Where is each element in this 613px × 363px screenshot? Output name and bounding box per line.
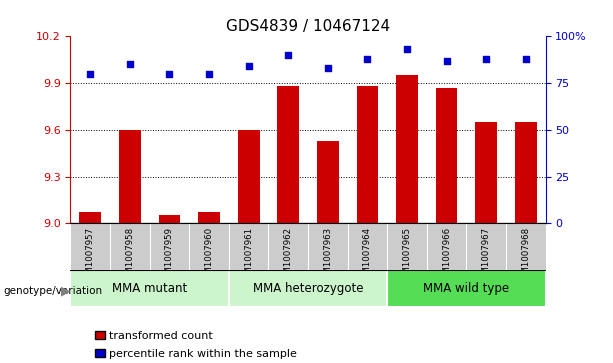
Text: GSM1007964: GSM1007964 — [363, 227, 372, 285]
Text: percentile rank within the sample: percentile rank within the sample — [109, 349, 296, 359]
Point — [283, 52, 293, 58]
Bar — [80, 212, 101, 223]
Text: GSM1007966: GSM1007966 — [442, 227, 451, 285]
Text: MMA heterozygote: MMA heterozygote — [253, 282, 364, 295]
Bar — [70, 270, 229, 307]
Point — [204, 71, 214, 77]
Text: MMA mutant: MMA mutant — [112, 282, 188, 295]
Point — [442, 58, 452, 64]
Point — [362, 56, 372, 62]
Bar — [515, 122, 536, 223]
Text: GSM1007958: GSM1007958 — [126, 227, 134, 285]
Point — [85, 71, 95, 77]
Text: GSM1007960: GSM1007960 — [205, 227, 213, 285]
Text: GSM1007963: GSM1007963 — [323, 227, 332, 285]
Point — [521, 56, 531, 62]
Point — [164, 71, 174, 77]
Text: ▶: ▶ — [61, 285, 71, 298]
Bar — [198, 212, 220, 223]
Bar — [238, 130, 259, 223]
Bar — [357, 86, 378, 223]
Text: GSM1007967: GSM1007967 — [482, 227, 490, 285]
Point — [244, 63, 254, 69]
Text: GSM1007962: GSM1007962 — [284, 227, 293, 285]
Text: GSM1007961: GSM1007961 — [244, 227, 253, 285]
Bar — [475, 122, 497, 223]
Text: genotype/variation: genotype/variation — [3, 286, 102, 296]
Text: GSM1007965: GSM1007965 — [403, 227, 411, 285]
Title: GDS4839 / 10467124: GDS4839 / 10467124 — [226, 19, 390, 34]
Bar — [229, 270, 387, 307]
Bar — [317, 141, 339, 223]
Point — [402, 46, 412, 52]
Text: GSM1007957: GSM1007957 — [86, 227, 95, 285]
Bar — [436, 88, 457, 223]
Text: MMA wild type: MMA wild type — [424, 282, 509, 295]
Point — [125, 61, 135, 67]
Point — [323, 65, 333, 71]
Bar — [396, 75, 418, 223]
Text: GSM1007968: GSM1007968 — [521, 227, 530, 285]
Bar — [159, 216, 180, 223]
Text: GSM1007959: GSM1007959 — [165, 227, 174, 285]
Bar — [387, 270, 546, 307]
Bar — [119, 130, 141, 223]
Text: transformed count: transformed count — [109, 331, 212, 341]
Point — [481, 56, 491, 62]
Bar — [277, 86, 299, 223]
